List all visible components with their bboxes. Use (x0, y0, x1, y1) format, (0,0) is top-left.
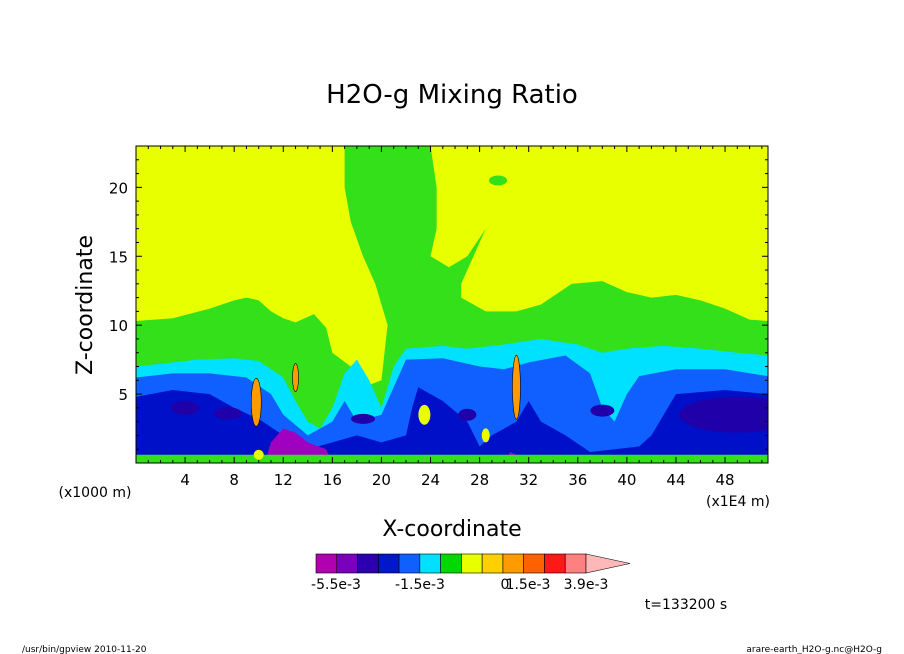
time-annotation: t=133200 s (645, 597, 727, 613)
x-tick-label: 4 (180, 471, 190, 489)
plot-frame (135, 145, 769, 464)
colorbar-swatch (502, 553, 524, 574)
field-core (214, 407, 243, 420)
colorbar (315, 553, 631, 574)
x-tick-label: 20 (372, 471, 391, 489)
colorbar-label: 3.9e-3 (564, 577, 609, 593)
contour-field (136, 146, 768, 463)
field-core (458, 408, 477, 421)
chart-title: H2O-g Mixing Ratio (326, 80, 578, 110)
colorbar-labels: -5.5e-3 -1.5e-3 01.5e-3 3.9e-3 (311, 577, 608, 593)
field-yellow-patch (418, 404, 431, 425)
y-tick-label: 5 (118, 386, 128, 404)
colorbar-label: 0 (501, 577, 510, 593)
x-scale-label: (x1E4 m) (706, 494, 770, 510)
colorbar-label: 1.5e-3 (506, 577, 551, 593)
field-orange-column (292, 363, 299, 392)
y-axis-title: Z-coordinate (73, 235, 98, 375)
field-band-purple (264, 428, 333, 463)
x-tick-label: 40 (617, 471, 636, 489)
y-tick-label: 15 (109, 248, 128, 266)
field-core (351, 413, 376, 424)
x-tick-label: 12 (274, 471, 293, 489)
colorbar-swatch (523, 553, 545, 574)
x-unit-label: (x1000 m) (59, 485, 132, 501)
field-surface-strip (136, 454, 768, 463)
colorbar-swatch (419, 553, 441, 574)
colorbar-swatch (398, 553, 421, 574)
y-tick-label: 20 (109, 179, 128, 197)
x-tick-label: 8 (229, 471, 239, 489)
field-band-green (489, 175, 508, 186)
x-tick-label: 44 (666, 471, 685, 489)
field-orange-column (512, 354, 521, 420)
colorbar-arrow (585, 553, 631, 574)
x-tick-label: 32 (519, 471, 538, 489)
x-axis-title: X-coordinate (382, 517, 521, 542)
x-tick-label: 36 (568, 471, 587, 489)
field-yellow-patch (481, 428, 490, 443)
field-core (590, 404, 615, 417)
x-axis: 4 8 12 16 20 24 28 32 36 40 44 48 (147, 146, 763, 489)
colorbar-swatch (564, 553, 587, 574)
colorbar-label: -1.5e-3 (395, 577, 445, 593)
x-tick-label: 16 (323, 471, 342, 489)
y-axis: 5 10 15 20 (109, 159, 768, 450)
colorbar-label: -5.5e-3 (311, 577, 361, 593)
field-core (679, 396, 768, 433)
field-yellow-patch (253, 449, 264, 460)
colorbar-swatch (440, 553, 462, 574)
colorbar-swatch (378, 553, 400, 574)
field-core (171, 400, 200, 415)
x-tick-label: 28 (470, 471, 489, 489)
colorbar-swatch (481, 553, 504, 574)
colorbar-swatch (357, 553, 379, 574)
field-orange-column (250, 378, 262, 427)
colorbar-swatch (315, 553, 338, 574)
footer-left: /usr/bin/gpview 2010-11-20 (22, 645, 147, 654)
x-tick-label: 24 (421, 471, 440, 489)
x-tick-label: 48 (716, 471, 735, 489)
colorbar-swatch (544, 553, 566, 574)
footer-right: arare-earth_H2O-g.nc@H2O-g (746, 645, 882, 654)
plot-area (135, 145, 769, 464)
colorbar-swatch (461, 553, 483, 574)
y-tick-label: 10 (109, 317, 128, 335)
colorbar-swatch (336, 553, 358, 574)
